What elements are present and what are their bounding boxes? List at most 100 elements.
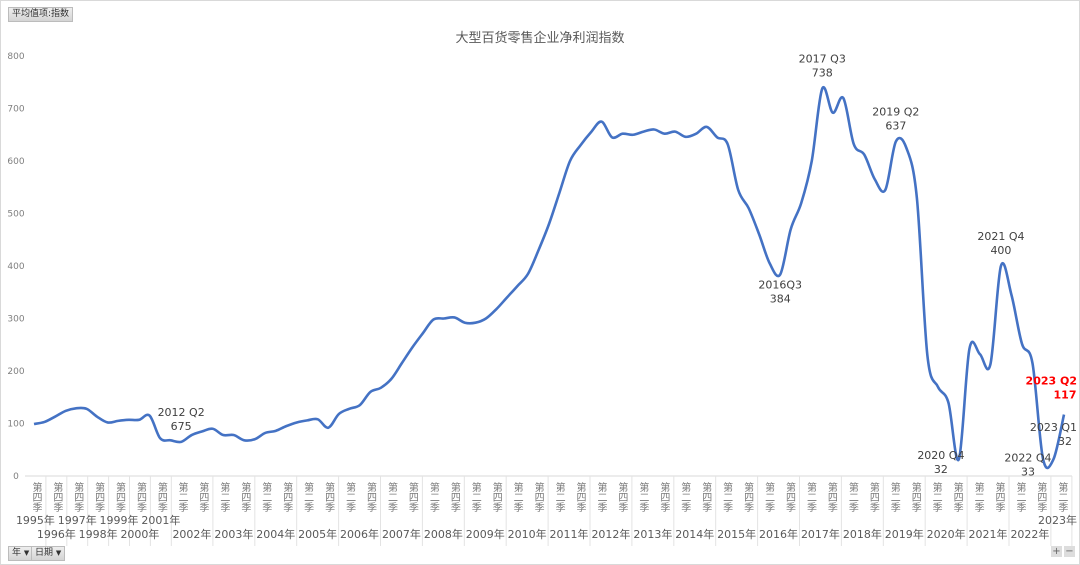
quarter-label: 第二季 [469, 481, 481, 513]
year-label: 1998年 [79, 527, 118, 541]
y-tick-label: 700 [7, 105, 24, 115]
quarter-label: 第四季 [658, 481, 670, 513]
quarter-label: 第四季 [197, 481, 209, 513]
quarter-label: 第四季 [700, 481, 712, 513]
quarter-label: 第二季 [763, 481, 775, 513]
year-label: 2005年 [298, 527, 337, 541]
year-label: 2004年 [256, 527, 295, 541]
data-label-value: 738 [812, 67, 833, 80]
data-label-value: 637 [885, 120, 906, 133]
date-field-button[interactable]: 日期 ▼ [31, 546, 66, 561]
quarter-label: 第四季 [448, 481, 460, 513]
quarter-label: 第四季 [909, 481, 921, 513]
data-label-value: 32 [934, 463, 948, 476]
quarter-label: 第四季 [742, 481, 754, 513]
year-label: 2008年 [424, 527, 463, 541]
year-label: 2023年 [1038, 513, 1077, 527]
series-line [33, 85, 1066, 470]
value-field-button[interactable]: 平均值项:指数 [8, 7, 74, 22]
quarter-label: 第二季 [302, 481, 314, 513]
year-label: 2020年 [927, 527, 966, 541]
data-label-value: 117 [1054, 389, 1077, 402]
year-label: 2009年 [466, 527, 505, 541]
quarter-label: 第二季 [930, 481, 942, 513]
year-label: 2018年 [843, 527, 882, 541]
data-label-period: 2023 Q1 [1030, 421, 1077, 434]
quarter-label: 第四季 [616, 481, 628, 513]
data-label-period: 2019 Q2 [872, 106, 919, 119]
quarter-label: 第四季 [51, 481, 63, 513]
year-label: 2012年 [591, 527, 630, 541]
value-field-label: 平均值项:指数 [12, 9, 70, 19]
quarter-label: 第二季 [972, 481, 984, 513]
year-label: 2019年 [885, 527, 924, 541]
quarter-label: 第二季 [218, 481, 230, 513]
year-label: 2011年 [550, 527, 589, 541]
y-tick-label: 0 [13, 472, 19, 482]
data-label-value: 33 [1021, 466, 1035, 479]
quarter-label: 第四季 [72, 481, 84, 513]
data-label-period: 2012 Q2 [158, 406, 205, 419]
year-label: 1999年 [100, 513, 139, 527]
quarter-label: 第四季 [239, 481, 251, 513]
quarter-label: 第四季 [574, 481, 586, 513]
year-label: 2014年 [675, 527, 714, 541]
year-label: 2003年 [214, 527, 253, 541]
year-label: 2022年 [1010, 527, 1049, 541]
quarter-label: 第四季 [951, 481, 963, 513]
data-label-value: 32 [1058, 435, 1072, 448]
quarter-label: 第四季 [114, 481, 126, 513]
quarter-label: 第二季 [511, 481, 523, 513]
data-label-value: 384 [770, 292, 791, 305]
data-label-period: 2020 Q4 [917, 449, 964, 462]
quarter-label: 第二季 [595, 481, 607, 513]
expand-field-button[interactable]: + [1051, 546, 1062, 557]
quarter-label: 第二季 [637, 481, 649, 513]
quarter-label: 第二季 [721, 481, 733, 513]
year-field-button[interactable]: 年 ▼ [8, 546, 34, 561]
year-label: 2002年 [172, 527, 211, 541]
quarter-label: 第二季 [1014, 481, 1026, 513]
quarter-label: 第四季 [30, 481, 42, 513]
quarter-label: 第二季 [679, 481, 691, 513]
quarter-label: 第四季 [281, 481, 293, 513]
dropdown-arrow-icon: ▼ [23, 549, 30, 557]
quarter-label: 第四季 [1035, 481, 1047, 513]
quarter-label: 第二季 [888, 481, 900, 513]
year-label: 2006年 [340, 527, 379, 541]
y-tick-label: 500 [7, 210, 24, 220]
quarter-label: 第四季 [134, 481, 146, 513]
quarter-label: 第二季 [427, 481, 439, 513]
year-field-label: 年 [12, 548, 22, 558]
quarter-label: 第四季 [993, 481, 1005, 513]
y-tick-label: 100 [7, 420, 24, 430]
year-label: 1995年 [16, 513, 55, 527]
quarter-label: 第四季 [406, 481, 418, 513]
data-label-value: 675 [171, 420, 192, 433]
quarter-label: 第四季 [825, 481, 837, 513]
quarter-label: 第四季 [784, 481, 796, 513]
year-label: 2017年 [801, 527, 840, 541]
year-label: 2007年 [382, 527, 421, 541]
data-label-period: 2021 Q4 [977, 230, 1024, 243]
data-label-period: 2016Q3 [758, 278, 802, 291]
y-tick-label: 300 [7, 315, 24, 325]
chart-title: 大型百货零售企业净利润指数 [455, 31, 625, 46]
quarter-label: 第四季 [490, 481, 502, 513]
y-tick-label: 400 [7, 262, 24, 272]
date-field-label: 日期 [35, 548, 54, 558]
y-tick-label: 800 [7, 52, 24, 62]
data-label-value: 400 [990, 244, 1011, 257]
quarter-label: 第二季 [846, 481, 858, 513]
quarter-label: 第四季 [867, 481, 879, 513]
year-label: 2001年 [141, 513, 180, 527]
quarter-label: 第四季 [155, 481, 167, 513]
quarter-label: 第二季 [176, 481, 188, 513]
year-label: 1997年 [58, 513, 97, 527]
year-label: 2013年 [633, 527, 672, 541]
collapse-field-button[interactable]: − [1064, 546, 1075, 557]
quarter-label: 第四季 [532, 481, 544, 513]
quarter-label: 第四季 [365, 481, 377, 513]
quarter-label: 第二季 [385, 481, 397, 513]
